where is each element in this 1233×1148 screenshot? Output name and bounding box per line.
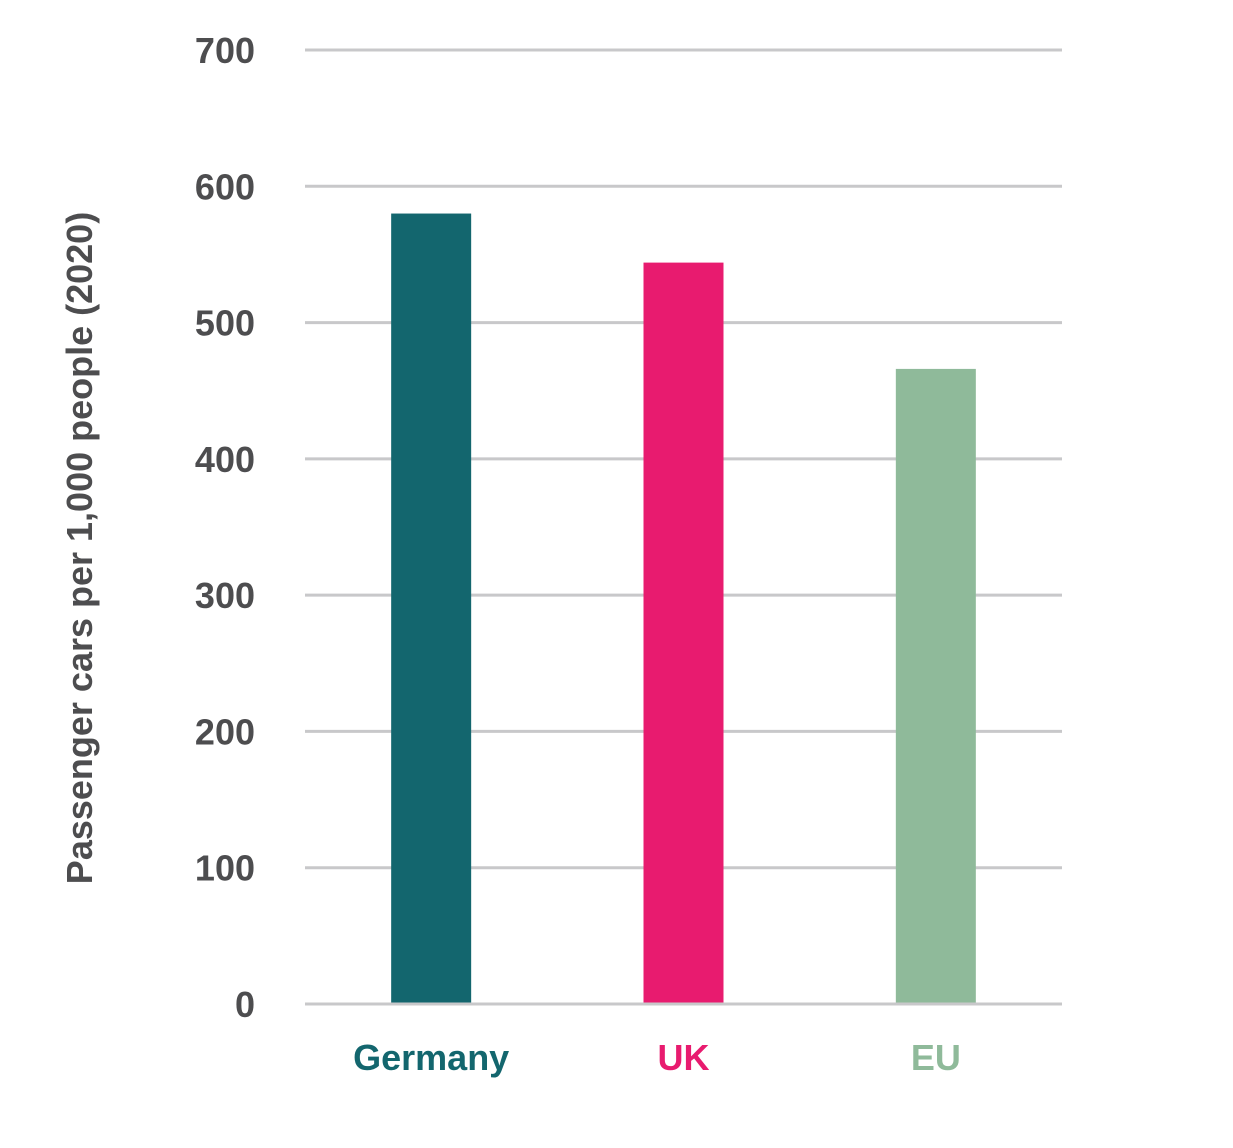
y-tick-label: 500 xyxy=(195,303,255,344)
y-tick-label: 700 xyxy=(195,30,255,71)
y-tick-label: 0 xyxy=(235,984,255,1025)
bar-germany xyxy=(391,213,472,1005)
y-axis-title: Passenger cars per 1,000 people (2020) xyxy=(59,212,100,884)
bar-uk xyxy=(643,262,724,1004)
y-tick-label: 400 xyxy=(195,439,255,480)
x-axis-categories: Germany UK EU xyxy=(353,1037,961,1078)
y-tick-label: 600 xyxy=(195,166,255,207)
category-label-eu: EU xyxy=(911,1037,961,1078)
bars xyxy=(305,213,1062,1006)
y-axis-ticks: 0 100 200 300 400 500 600 700 xyxy=(195,30,255,1025)
category-label-germany: Germany xyxy=(353,1037,509,1078)
category-label-uk: UK xyxy=(658,1037,710,1078)
y-tick-label: 100 xyxy=(195,848,255,889)
y-tick-label: 300 xyxy=(195,575,255,616)
y-tick-label: 200 xyxy=(195,711,255,752)
bar-eu xyxy=(895,368,976,1004)
